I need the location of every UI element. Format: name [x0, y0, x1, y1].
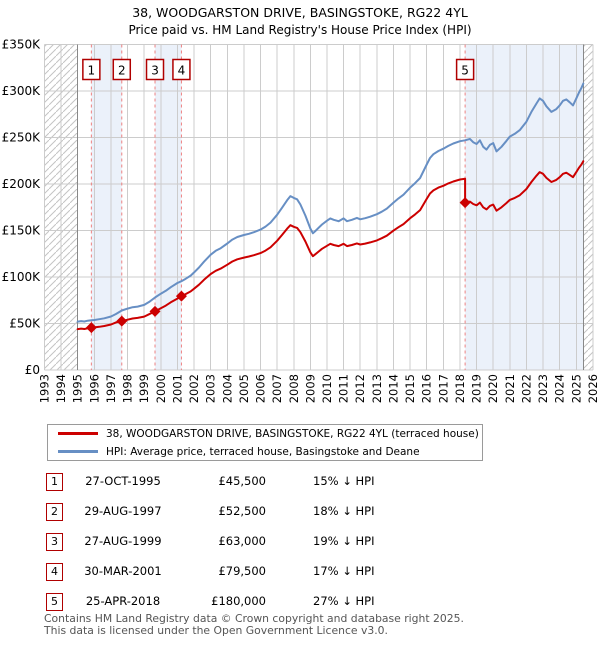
svg-text:1: 1	[88, 64, 96, 78]
page-subtitle: Price paid vs. HM Land Registry's House …	[128, 23, 472, 37]
svg-text:2020: 2020	[486, 374, 500, 403]
svg-text:2022: 2022	[519, 374, 533, 403]
svg-text:2011: 2011	[337, 374, 351, 403]
svg-text:£0: £0	[25, 363, 40, 377]
y-axis-labels: £0 £50K £100K £150K £200K £250K £300K £350K	[2, 38, 42, 378]
svg-text:£50K: £50K	[9, 317, 41, 331]
svg-text:£200K: £200K	[2, 177, 42, 191]
svg-text:2024: 2024	[553, 374, 567, 403]
svg-text:4: 4	[178, 64, 186, 78]
sale-hpi-delta: 18% ↓ HPI	[313, 504, 375, 518]
svg-text:1995: 1995	[71, 374, 85, 403]
sale-date-lines	[90, 44, 466, 370]
price-line-sample	[58, 432, 98, 435]
sale-date: 27-OCT-1995	[85, 474, 161, 488]
legend-row-price: 38, WOODGARSTON DRIVE, BASINGSTOKE, RG22…	[48, 426, 482, 441]
svg-text:2013: 2013	[370, 374, 384, 403]
svg-text:1993: 1993	[38, 374, 52, 403]
svg-text:2009: 2009	[303, 374, 317, 403]
page-title: 38, WOODGARSTON DRIVE, BASINGSTOKE, RG22…	[132, 5, 468, 20]
sale-price: £180,000	[211, 594, 266, 608]
data-edge-lines	[77, 44, 584, 370]
svg-text:2001: 2001	[170, 374, 184, 403]
svg-text:2005: 2005	[237, 374, 251, 403]
svg-text:£150K: £150K	[2, 224, 42, 238]
svg-text:2025: 2025	[569, 374, 583, 403]
svg-text:£350K: £350K	[2, 38, 42, 52]
sale-hpi-delta: 19% ↓ HPI	[313, 534, 375, 548]
svg-text:1998: 1998	[121, 374, 135, 403]
sale-price: £79,500	[218, 564, 266, 578]
svg-text:2006: 2006	[254, 374, 268, 403]
svg-text:2018: 2018	[453, 374, 467, 403]
svg-text:2002: 2002	[187, 374, 201, 403]
hpi-line-sample	[58, 450, 98, 453]
legend-row-hpi: HPI: Average price, terraced house, Basi…	[48, 444, 482, 459]
svg-text:2016: 2016	[420, 374, 434, 403]
table-row: 1 27-OCT-1995 £45,500 15% ↓ HPI	[0, 473, 600, 491]
table-row: 3 27-AUG-1999 £63,000 19% ↓ HPI	[0, 533, 600, 551]
svg-text:5: 5	[461, 64, 469, 78]
sale-date: 25-APR-2018	[85, 594, 161, 608]
footer-copyright: Contains HM Land Registry data © Crown c…	[44, 613, 464, 636]
svg-text:2015: 2015	[403, 374, 417, 403]
legend-price-label: 38, WOODGARSTON DRIVE, BASINGSTOKE, RG22…	[106, 427, 479, 440]
table-row: 4 30-MAR-2001 £79,500 17% ↓ HPI	[0, 563, 600, 581]
svg-text:£300K: £300K	[2, 84, 42, 98]
footer-line2: This data is licensed under the Open Gov…	[44, 623, 388, 637]
svg-text:2014: 2014	[386, 374, 400, 403]
svg-text:3: 3	[151, 64, 159, 78]
svg-text:1999: 1999	[137, 374, 151, 403]
sale-number-badge: 5	[46, 593, 63, 611]
svg-text:1996: 1996	[87, 374, 101, 403]
svg-text:2004: 2004	[220, 374, 234, 403]
sale-number-badge: 1	[46, 473, 63, 491]
svg-text:2021: 2021	[503, 374, 517, 403]
sale-hpi-delta: 27% ↓ HPI	[313, 594, 375, 608]
sale-price: £45,500	[218, 474, 266, 488]
sale-number-flags: 1 2 3 4 5	[82, 58, 475, 81]
sale-number-badge: 2	[46, 503, 63, 521]
hpi-line	[76, 82, 585, 323]
gridlines	[44, 44, 594, 371]
sale-price: £63,000	[218, 534, 266, 548]
price-paid-line	[76, 160, 585, 331]
svg-text:2010: 2010	[320, 374, 334, 403]
svg-text:2017: 2017	[436, 374, 450, 403]
sale-hpi-delta: 17% ↓ HPI	[313, 564, 375, 578]
sale-date: 27-AUG-1999	[84, 534, 162, 548]
footer-line1: Contains HM Land Registry data © Crown c…	[44, 612, 464, 625]
svg-text:£100K: £100K	[2, 270, 42, 284]
svg-text:2023: 2023	[536, 374, 550, 403]
price-history-chart: 1 2 3 4 5 £0 £50K £100K £150K £200K £250K £300K £350…	[2, 38, 600, 404]
sale-markers	[85, 197, 471, 334]
svg-text:2: 2	[118, 64, 126, 78]
chart-legend: 38, WOODGARSTON DRIVE, BASINGSTOKE, RG22…	[47, 424, 483, 461]
x-axis-labels: 1993 1994 1995 1996 1997 1998 1999 2000 2001 2002…	[38, 374, 600, 403]
table-row: 5 25-APR-2018 £180,000 27% ↓ HPI	[0, 593, 600, 611]
sale-number-badge: 3	[46, 533, 63, 551]
sale-number-badge: 4	[46, 563, 63, 581]
svg-text:2008: 2008	[287, 374, 301, 403]
table-row: 2 29-AUG-1997 £52,500 18% ↓ HPI	[0, 503, 600, 521]
svg-text:2019: 2019	[470, 374, 484, 403]
svg-text:2000: 2000	[154, 374, 168, 403]
sale-date: 29-AUG-1997	[84, 504, 162, 518]
svg-text:1997: 1997	[104, 374, 118, 403]
sale-hpi-delta: 15% ↓ HPI	[313, 474, 375, 488]
sale-date: 30-MAR-2001	[84, 564, 162, 578]
svg-text:2026: 2026	[586, 374, 600, 403]
svg-text:2003: 2003	[204, 374, 218, 403]
svg-text:1994: 1994	[54, 374, 68, 403]
sale-price: £52,500	[218, 504, 266, 518]
svg-text:2007: 2007	[270, 374, 284, 403]
legend-hpi-label: HPI: Average price, terraced house, Basi…	[106, 445, 420, 458]
svg-text:£250K: £250K	[2, 131, 42, 145]
svg-text:2012: 2012	[353, 374, 367, 403]
